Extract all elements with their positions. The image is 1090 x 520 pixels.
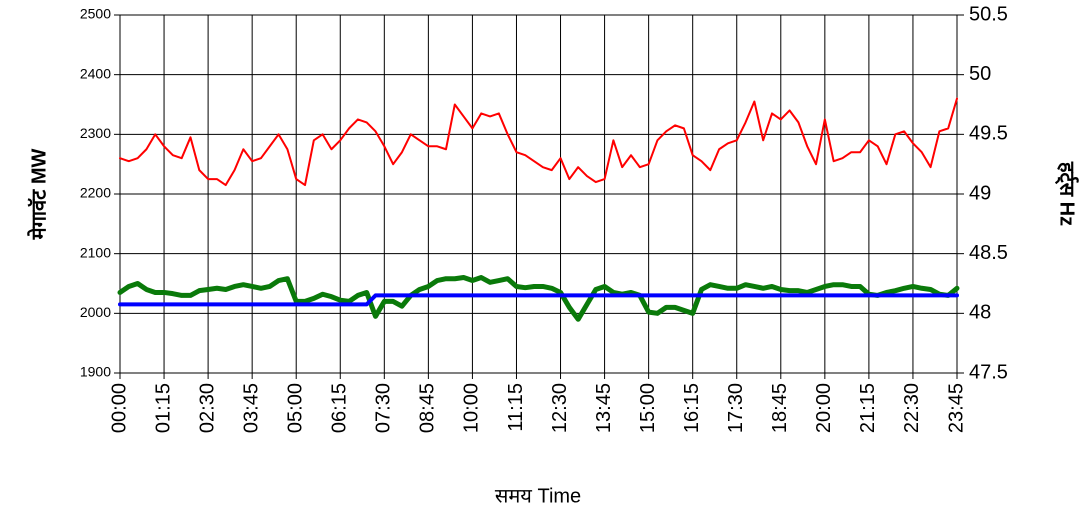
x-tick-label: 18:45 [769, 383, 791, 433]
y-tick-label: 2100 [80, 244, 111, 260]
x-tick-label: 23:45 [945, 383, 967, 433]
x-tick-label: 05:00 [284, 383, 306, 433]
x-tick-label: 01:15 [152, 383, 174, 433]
y2-tick-label: 48.5 [969, 242, 1008, 264]
series-line [119, 97, 958, 187]
x-tick-label: 13:45 [593, 383, 615, 433]
y2-axis-label: हर्ट्स Hz [1055, 161, 1080, 226]
y-axis-label: मेगावॅट MW [26, 149, 50, 241]
y2-tick-label: 47.5 [969, 361, 1008, 383]
x-tick-label: 07:30 [373, 383, 395, 433]
x-tick-label: 15:00 [637, 383, 659, 433]
x-tick-label: 03:45 [240, 383, 262, 433]
y-tick-label: 2400 [80, 65, 111, 81]
y2-tick-label: 50.5 [969, 3, 1008, 25]
x-tick-label: 00:00 [108, 383, 130, 433]
x-tick-label: 17:30 [725, 383, 747, 433]
y-tick-label: 2300 [80, 125, 111, 141]
y2-tick-label: 50 [969, 63, 991, 85]
y-tick-label: 2200 [80, 185, 111, 201]
x-axis-label: समय Time [495, 485, 581, 507]
y2-tick-label: 49 [969, 182, 991, 204]
x-tick-label: 21:15 [857, 383, 879, 433]
y-tick-label: 1900 [80, 364, 111, 380]
plot-frame [119, 14, 958, 374]
x-tick-label: 12:30 [549, 383, 571, 433]
y-tick-label: 2500 [80, 6, 111, 22]
x-tick-label: 02:30 [196, 383, 218, 433]
x-tick-label: 22:30 [901, 383, 923, 433]
x-tick-label: 06:15 [329, 383, 351, 433]
y-tick-label: 2000 [80, 304, 111, 320]
x-tick-label: 20:00 [813, 383, 835, 433]
y2-tick-label: 48 [969, 302, 991, 324]
y2-tick-label: 49.5 [969, 123, 1008, 145]
series-line [118, 293, 959, 307]
x-tick-label: 11:15 [505, 383, 527, 432]
x-tick-label: 16:15 [681, 383, 703, 433]
x-tick-label: 08:45 [417, 383, 439, 433]
x-tick-label: 10:00 [461, 383, 483, 433]
series-line [117, 275, 960, 322]
